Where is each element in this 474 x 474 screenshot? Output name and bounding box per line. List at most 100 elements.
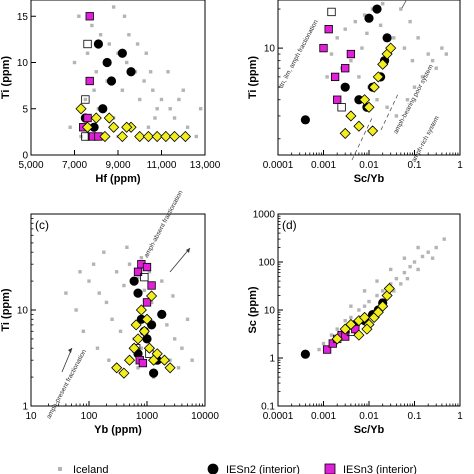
- y-axis-label: Ti (ppm): [0, 288, 12, 332]
- data-point: [81, 121, 94, 133]
- annotation-text: amph-absent fractionation: [143, 189, 185, 259]
- data-point: [81, 329, 86, 333]
- data-point: [146, 125, 151, 129]
- y-tick-label: 100: [258, 258, 275, 269]
- data-point: [95, 346, 100, 350]
- y-axis-label: Sc (ppm): [247, 286, 259, 333]
- data-point: [380, 289, 385, 293]
- data-point: [147, 270, 152, 274]
- data-point: [135, 304, 147, 316]
- legend-marker: [207, 463, 219, 474]
- data-point: [146, 290, 158, 302]
- y-tick-label: 1: [22, 402, 28, 413]
- y-tick-label: 10: [264, 44, 276, 55]
- data-point: [121, 121, 133, 133]
- data-point: [402, 256, 407, 260]
- data-point: [155, 107, 159, 111]
- data-point: [430, 58, 435, 63]
- series-yellow-diamonds: [331, 282, 395, 345]
- x-tick-label: 0.01: [359, 411, 379, 422]
- data-point: [151, 348, 163, 360]
- legend-item: Iceland: [58, 464, 108, 474]
- y-tick-label: 0.1: [261, 402, 275, 413]
- annotation-text: amph-bearing poor system: [392, 64, 434, 136]
- data-point: [399, 282, 403, 286]
- data-point: [372, 4, 382, 14]
- data-point: [133, 288, 143, 298]
- data-point: [106, 76, 117, 86]
- data-point: [93, 39, 104, 49]
- panel-d: 0.0001 0.001 0.01 0.1 1 0.1 1 10 100 1000 Sc/Yb Sc …: [247, 210, 463, 437]
- data-point: [116, 130, 128, 143]
- data-point: [426, 250, 430, 254]
- data-point: [362, 13, 367, 17]
- legend-marker: [58, 467, 62, 471]
- x-tick-label: 5,000: [18, 160, 43, 171]
- data-point: [359, 311, 371, 324]
- data-point: [87, 279, 91, 283]
- data-point: [372, 71, 384, 83]
- data-point: [335, 327, 339, 331]
- data-point: [185, 317, 190, 322]
- annotation-arrowhead: [68, 348, 72, 353]
- x-tick-label: 1000: [136, 411, 159, 422]
- data-point: [300, 349, 310, 359]
- data-point: [383, 282, 395, 295]
- panel-a: 5,000 7,000 9,000 11,000 13,000 0 5 10 15 Hf (ppm…: [0, 0, 221, 185]
- data-point: [359, 94, 371, 106]
- data-point: [317, 347, 321, 352]
- x-tick-label: 10000: [191, 411, 219, 422]
- data-point: [111, 5, 116, 9]
- data-point: [410, 58, 415, 63]
- data-point: [78, 270, 82, 274]
- data-point: [125, 60, 129, 65]
- data-point: [385, 42, 397, 54]
- data-point: [380, 1, 385, 6]
- data-point: [340, 82, 350, 92]
- data-point: [123, 354, 136, 366]
- data-point: [420, 254, 425, 259]
- data-point: [172, 337, 177, 341]
- legend-label: IESn3 (interior): [343, 464, 417, 474]
- data-point-outline: [81, 95, 90, 104]
- data-point: [118, 329, 123, 333]
- data-point: [444, 52, 449, 56]
- data-point: [138, 97, 142, 102]
- data-point: [127, 33, 131, 37]
- data-point: [442, 237, 446, 241]
- data-point: [85, 51, 90, 55]
- data-point: [377, 58, 389, 70]
- data-point: [375, 293, 379, 298]
- data-point: [179, 130, 191, 143]
- data-point: [412, 85, 417, 89]
- guide-line: [380, 91, 400, 131]
- data-point: [90, 23, 94, 28]
- x-tick-label: 10: [25, 411, 37, 422]
- data-point: [198, 107, 203, 111]
- y-axis-label: Ti (ppm): [247, 56, 259, 100]
- x-tick-label: 9,000: [105, 160, 130, 171]
- data-point: [102, 250, 106, 254]
- data-point: [110, 317, 114, 322]
- x-tick-label: 13,000: [190, 160, 221, 171]
- series-iesn3-interior-: [131, 260, 156, 368]
- data-point: [90, 112, 102, 124]
- data-point: [111, 362, 123, 374]
- data-point: [181, 88, 185, 92]
- data-point: [168, 130, 181, 143]
- data-point: [368, 81, 380, 93]
- data-point: [143, 342, 155, 354]
- x-tick-label: 0.0001: [263, 160, 294, 171]
- data-point: [343, 27, 347, 31]
- panel-label: (c): [35, 218, 49, 232]
- plot-area: [68, 5, 203, 143]
- data-point: [420, 75, 425, 79]
- data-point: [408, 264, 412, 269]
- y-tick-label: 10: [17, 58, 29, 69]
- data-point: [353, 120, 365, 132]
- data-point: [77, 14, 81, 18]
- data-point: [141, 313, 153, 325]
- data-point: [408, 19, 412, 24]
- data-point: [147, 281, 156, 290]
- data-point: [122, 14, 127, 18]
